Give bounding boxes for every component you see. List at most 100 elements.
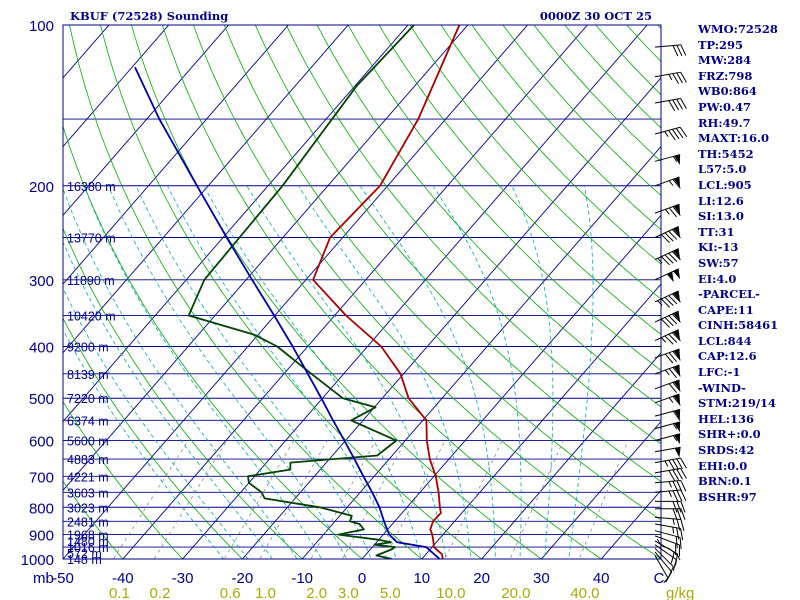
height-label: 572 m (67, 547, 102, 561)
pressure-tick-label: 200 (29, 179, 54, 196)
dry-adiabat-line (378, 25, 661, 336)
pressure-tick-label: 300 (29, 273, 54, 290)
temperature-tick-label: -50 (52, 570, 74, 587)
dry-adiabat-line (316, 25, 661, 408)
mixing-ratio-label: 0.6 (220, 585, 241, 600)
dry-adiabat-line (285, 25, 661, 445)
dry-adiabat-line (161, 25, 602, 559)
wind-barb (654, 467, 687, 481)
wind-barb (655, 500, 686, 513)
temperature-tick-label: -20 (232, 570, 254, 587)
moist-adiabat-line (511, 185, 554, 559)
hodograph (656, 538, 681, 561)
dry-adiabat-line (192, 25, 661, 559)
dry-adiabat-line (254, 25, 661, 482)
moist-adiabat-line (63, 187, 298, 559)
index-row: CAPE:11 (698, 302, 754, 317)
dry-adiabat-line (69, 25, 423, 559)
pressure-tick-label: 400 (29, 340, 54, 357)
wind-barb (654, 154, 681, 166)
dry-adiabat-line (100, 25, 483, 559)
plot-frame (62, 24, 662, 560)
dry-adiabat-line (63, 227, 303, 559)
isotherm-line (182, 25, 648, 559)
index-row: WB0:864 (698, 84, 757, 99)
height-label: 10420 m (67, 310, 116, 324)
index-row: HEL:136 (698, 411, 754, 426)
wind-barb (654, 530, 682, 550)
height-label: 13770 m (67, 231, 116, 245)
wind-barb (655, 508, 686, 520)
index-row: LFC:-1 (698, 365, 741, 380)
height-label: 16380 m (67, 180, 116, 194)
height-label: 1968 m (67, 529, 109, 543)
index-row: EHI:0.0 (698, 458, 748, 473)
index-row: L57:5.0 (698, 162, 747, 177)
temperature-tick-label: -10 (291, 570, 313, 587)
index-row: LCL:844 (698, 333, 752, 348)
mixing-ratio-label: 0.2 (150, 585, 171, 600)
temperature-line (312, 25, 461, 559)
wind-barb (654, 379, 681, 393)
pressure-tick-label: 500 (29, 391, 54, 408)
index-row: TH:5452 (698, 146, 754, 161)
mixing-ratio-line (578, 440, 629, 559)
index-row: TT:31 (698, 224, 735, 239)
hodograph-trace (656, 538, 681, 561)
isotherm-line (122, 25, 588, 559)
height-label: 148 m (67, 553, 102, 567)
isotherm-line (241, 77, 661, 559)
dry-adiabat-line (409, 25, 661, 300)
height-label: 1480 m (67, 535, 109, 549)
valid-time: 0000Z 30 OCT 25 (540, 9, 652, 23)
height-label: 2481 m (67, 515, 109, 529)
wind-barb (654, 393, 681, 406)
wind-barb (654, 348, 681, 364)
mixing-ratio-label: 3.0 (338, 585, 359, 600)
index-row: PW:0.47 (698, 99, 752, 114)
temperature-tick-label: 0 (358, 570, 366, 587)
wind-barb (654, 176, 681, 189)
pressure-unit-label: mb (33, 570, 54, 587)
index-row: SW:57 (698, 255, 739, 270)
wind-barb (654, 329, 681, 345)
height-label: 1016 m (67, 541, 109, 555)
height-label: 9200 m (67, 341, 109, 355)
moist-adiabat-line (359, 185, 496, 559)
dewpoint-line (187, 25, 415, 559)
mixing-ratio-label: 5.0 (380, 585, 401, 600)
temperature-unit-label: C (654, 570, 665, 587)
index-row: WMO:72528 (698, 22, 778, 36)
index-row: CINH:58461 (698, 318, 779, 333)
temperature-tick-label: 10 (413, 570, 430, 587)
mixing-ratio-line (509, 440, 564, 559)
isotherm-line (63, 25, 529, 559)
wind-barb (654, 540, 679, 566)
index-row: MW:284 (698, 53, 752, 68)
mixing-ratio-line (342, 440, 406, 559)
temperature-tick-label: 40 (593, 570, 610, 587)
wind-barb (654, 433, 681, 445)
wind-barb (654, 547, 674, 578)
dry-adiabat-line (347, 25, 661, 371)
temperature-tick-label: -40 (112, 570, 134, 587)
wind-barb (654, 97, 687, 111)
index-row: FRZ:798 (698, 68, 753, 83)
moist-adiabat-line (246, 185, 447, 559)
isotherm-line (63, 25, 289, 285)
index-row: MAXT:16.0 (698, 131, 769, 146)
mixing-ratio-line (444, 440, 503, 559)
dry-adiabat-line (63, 124, 363, 559)
index-row: STM:219/14 (698, 396, 777, 411)
height-label: 11890 m (67, 274, 115, 288)
wind-barb (654, 310, 681, 328)
mixing-ratio-unit-label: g/kg (666, 585, 694, 600)
wind-barb (654, 226, 681, 244)
isotherm-line (63, 25, 170, 148)
pressure-tick-label: 800 (29, 500, 54, 517)
isotherm-line (481, 352, 661, 559)
index-row: -WIND- (698, 380, 746, 395)
wind-barb (654, 480, 687, 493)
dry-adiabat-line (63, 400, 184, 559)
pressure-tick-label: 1000 (21, 552, 54, 569)
